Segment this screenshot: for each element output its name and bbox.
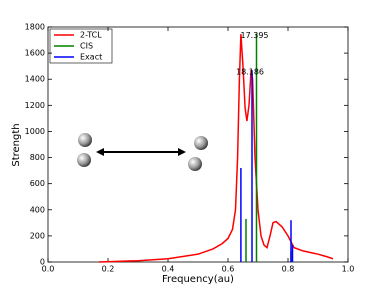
x-tick-label: 0.8	[282, 265, 295, 274]
legend-label: 2-TCL	[80, 31, 102, 40]
y-tick-label: 1200	[25, 101, 45, 110]
x-tick-label: 0.4	[162, 265, 175, 274]
y-tick-label: 1000	[25, 127, 45, 136]
x-axis-label: Frequency(au)	[162, 274, 234, 285]
legend-frame	[49, 28, 113, 64]
y-tick-label: 1400	[25, 75, 45, 84]
annotation: 18.186	[236, 68, 264, 77]
legend-label: CIS	[80, 42, 93, 51]
molecule-illustration	[77, 133, 208, 171]
line-series	[98, 34, 334, 263]
x-tick-label: 0.0	[42, 265, 55, 274]
y-tick-label: 1800	[25, 23, 45, 32]
plot-frame	[47, 26, 349, 263]
x-tick-label: 0.6	[222, 265, 235, 274]
x-tick-label: 0.2	[102, 265, 115, 274]
y-tick-label: 0	[40, 258, 45, 267]
y-axis-label: Strength	[11, 123, 22, 166]
legend-label: Exact	[80, 53, 102, 62]
y-tick-label: 200	[30, 231, 45, 240]
y-tick-label: 400	[30, 205, 45, 214]
y-tick-label: 600	[30, 179, 45, 188]
y-tick-label: 800	[30, 153, 45, 162]
annotation: 17.395	[241, 31, 269, 40]
y-tick-label: 1600	[25, 49, 45, 58]
x-tick-label: 1.0	[342, 265, 355, 274]
